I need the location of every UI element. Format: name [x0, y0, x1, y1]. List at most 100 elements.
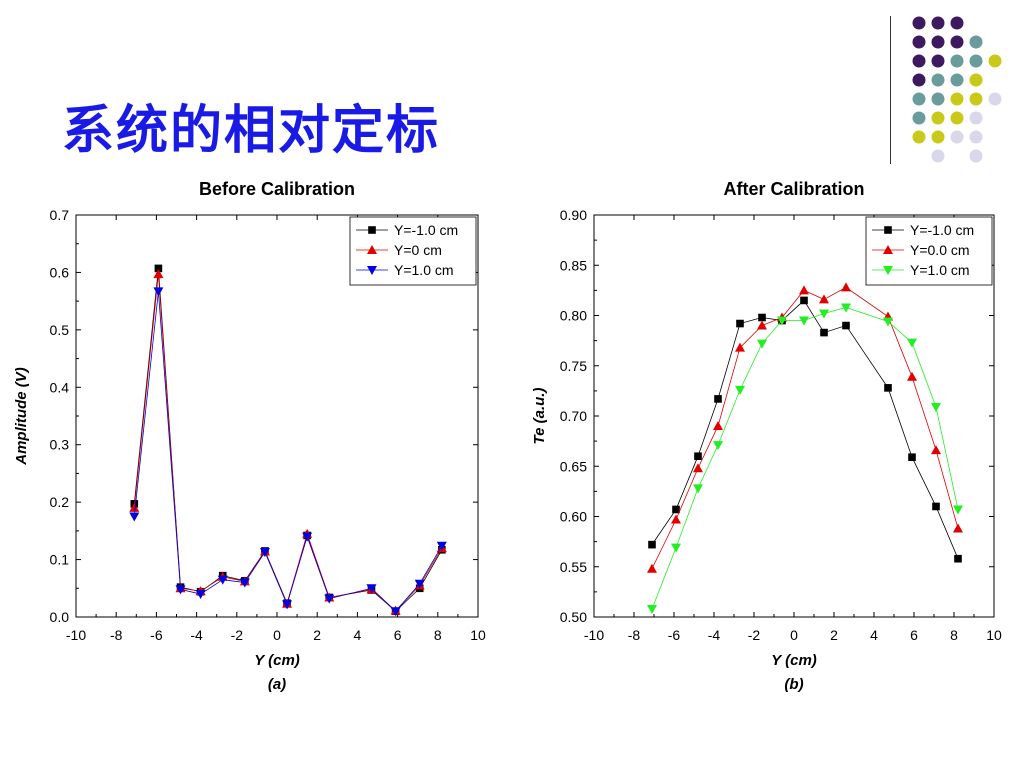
y-tick-label: 0.50	[560, 609, 587, 625]
x-axis-label: Y (cm)	[771, 652, 817, 669]
legend-label: Y=1.0 cm	[910, 262, 970, 278]
x-tick-label: 10	[470, 627, 486, 643]
series-line	[651, 299, 959, 559]
x-axis-label: Y (cm)	[254, 652, 300, 669]
y-tick-label: 0.85	[560, 257, 587, 273]
x-tick-label: 8	[950, 627, 958, 643]
data-marker	[367, 266, 377, 275]
data-marker	[842, 321, 850, 330]
data-marker	[953, 505, 963, 515]
x-tick-label: 10	[986, 627, 1002, 643]
x-tick-label: -4	[190, 627, 203, 643]
data-marker	[414, 579, 425, 589]
y-tick-label: 0.6	[50, 264, 70, 280]
x-tick-label: 4	[354, 627, 362, 643]
data-marker	[757, 320, 767, 330]
legend-label: Y=-1.0 cm	[910, 222, 974, 238]
data-marker	[713, 421, 723, 431]
data-marker	[884, 384, 892, 392]
data-marker	[883, 266, 893, 275]
data-marker	[239, 578, 250, 588]
x-tick-label: 6	[910, 627, 918, 643]
series-1	[648, 296, 962, 563]
x-tick-label: -8	[110, 627, 123, 643]
y-tick-label: 0.5	[50, 322, 70, 338]
data-marker	[931, 445, 941, 455]
data-marker	[907, 371, 917, 381]
data-marker	[954, 554, 962, 563]
decorative-divider	[890, 16, 891, 164]
x-tick-label: -10	[584, 627, 604, 643]
y-tick-label: 0.2	[50, 494, 70, 510]
legend-label: Y=0 cm	[394, 242, 442, 258]
data-marker	[953, 523, 963, 533]
slide-title: 系统的相对定标	[62, 101, 441, 161]
y-tick-label: 0.80	[560, 308, 587, 324]
y-tick-label: 0.65	[560, 458, 587, 474]
data-marker	[799, 316, 809, 326]
legend-label: Y=-1.0 cm	[394, 222, 458, 238]
data-marker	[932, 502, 940, 511]
y-tick-label: 0.70	[560, 408, 587, 424]
data-marker	[647, 604, 657, 614]
data-marker	[129, 512, 140, 522]
data-marker	[671, 514, 681, 524]
y-tick-label: 0.3	[50, 437, 70, 453]
data-marker	[883, 317, 893, 327]
data-marker	[735, 385, 745, 395]
y-tick-label: 0.60	[560, 509, 587, 525]
data-marker	[883, 245, 893, 254]
data-marker	[841, 303, 851, 313]
x-tick-label: -8	[628, 627, 641, 643]
data-marker	[841, 282, 851, 292]
y-tick-label: 0.7	[50, 207, 70, 223]
y-tick-label: 0.75	[560, 358, 587, 374]
x-tick-label: -10	[66, 627, 86, 643]
series-3	[647, 303, 963, 614]
data-marker	[217, 575, 228, 585]
x-tick-label: 6	[394, 627, 402, 643]
data-marker	[819, 309, 829, 319]
series-line	[651, 286, 959, 569]
data-marker	[693, 484, 703, 494]
series-3	[129, 287, 447, 617]
y-tick-label: 0.90	[560, 207, 587, 223]
chart-caption: (a)	[268, 676, 286, 693]
data-marker	[713, 441, 723, 451]
legend-label: Y=0.0 cm	[910, 242, 970, 258]
data-marker	[195, 590, 206, 600]
x-tick-label: 4	[870, 627, 878, 643]
data-marker	[819, 294, 829, 304]
data-marker	[908, 453, 916, 462]
data-marker	[367, 245, 377, 254]
data-marker	[282, 600, 293, 610]
data-marker	[154, 264, 163, 273]
x-tick-label: 2	[830, 627, 838, 643]
chart-title: After Calibration	[723, 179, 864, 199]
data-marker	[647, 563, 657, 573]
x-tick-label: -2	[231, 627, 244, 643]
data-marker	[820, 328, 828, 337]
legend-label: Y=1.0 cm	[394, 262, 454, 278]
data-marker	[931, 402, 941, 412]
data-marker	[259, 548, 270, 558]
x-tick-label: -6	[668, 627, 681, 643]
x-tick-label: 0	[273, 627, 281, 643]
data-marker	[714, 395, 722, 403]
chart-title: Before Calibration	[199, 179, 355, 199]
data-marker	[129, 502, 140, 512]
data-marker	[694, 452, 702, 460]
x-tick-label: 0	[790, 627, 798, 643]
data-marker	[736, 319, 744, 328]
data-marker	[153, 287, 164, 297]
data-marker	[758, 313, 766, 322]
data-marker	[366, 584, 377, 594]
y-tick-label: 0.1	[50, 552, 70, 568]
data-marker	[884, 226, 892, 234]
data-marker	[757, 339, 767, 349]
y-axis-label: Te (a.u.)	[531, 388, 548, 445]
x-tick-label: -4	[708, 627, 721, 643]
y-tick-label: 0.4	[50, 379, 70, 395]
data-marker	[693, 463, 703, 473]
series-2	[647, 282, 963, 573]
